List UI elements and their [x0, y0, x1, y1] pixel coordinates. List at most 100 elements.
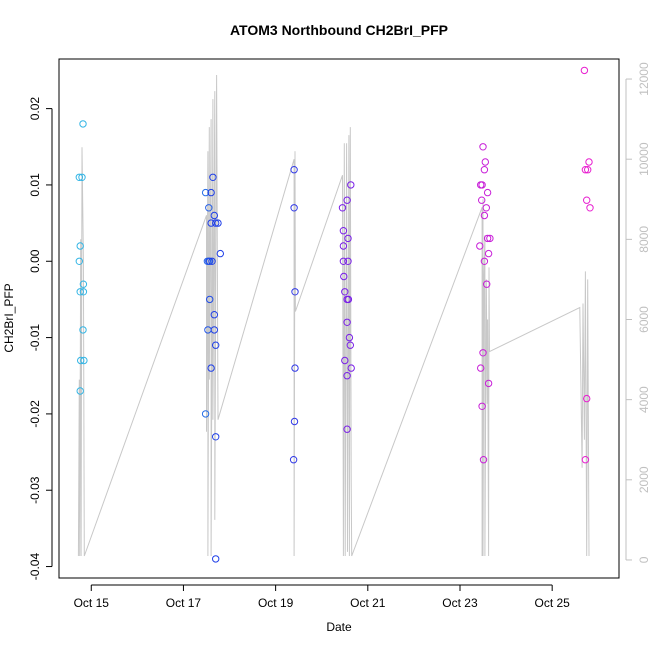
data-point: [347, 364, 355, 372]
data-point: [343, 196, 351, 204]
y2-tick-label: 10000: [637, 142, 650, 176]
y-tick-label: -0.04: [28, 553, 42, 581]
y2-tick-label: 12000: [637, 62, 650, 96]
data-point: [480, 257, 489, 265]
data-point: [206, 257, 214, 265]
y2-tick-label: 4000: [637, 386, 650, 413]
data-point: [79, 120, 87, 128]
data-point: [483, 280, 491, 288]
data-points-layer: [75, 66, 594, 563]
y2-tick-label: 2000: [637, 466, 650, 493]
data-point: [80, 356, 88, 365]
data-point: [289, 456, 298, 464]
x-axis: Oct 15 Oct 17 Oct 19 Oct 21 Oct 23 Oct 25: [74, 584, 570, 610]
data-point: [208, 257, 216, 265]
data-point: [79, 280, 88, 288]
data-point: [343, 425, 351, 433]
data-point: [76, 387, 84, 395]
data-point: [346, 341, 354, 349]
data-point: [75, 257, 84, 265]
data-point: [478, 402, 486, 410]
data-point: [212, 341, 220, 349]
x-axis-label: Date: [326, 620, 352, 634]
altitude-line-layer: [77, 74, 590, 557]
data-point: [201, 410, 210, 418]
data-point: [482, 204, 490, 212]
data-point: [483, 234, 492, 243]
data-point: [77, 356, 85, 365]
y-tick-label: 0.02: [28, 97, 42, 121]
data-point: [344, 257, 352, 265]
data-point: [347, 181, 355, 189]
data-point: [206, 295, 214, 304]
data-point: [484, 249, 493, 258]
data-point: [479, 349, 487, 357]
x-tick-label: Oct 21: [350, 596, 386, 610]
data-point: [76, 288, 84, 296]
data-point: [478, 196, 486, 204]
x-tick-label: Oct 25: [534, 596, 570, 610]
data-point: [210, 211, 219, 220]
data-point: [477, 364, 485, 372]
data-point: [339, 227, 348, 235]
data-point: [290, 417, 299, 426]
y-tick-label: 0.00: [28, 249, 42, 273]
data-point: [580, 66, 589, 75]
data-point: [201, 188, 210, 197]
y2-tick-label: 0: [637, 556, 650, 563]
data-point: [214, 219, 222, 227]
data-point: [339, 257, 348, 265]
data-point: [581, 166, 590, 174]
data-point: [483, 188, 492, 197]
data-point: [585, 158, 593, 166]
y2-tick-label: 8000: [637, 226, 650, 253]
data-point: [207, 364, 215, 372]
y-axis-label: CH2BrI_PFP: [2, 283, 16, 352]
data-point: [480, 166, 489, 174]
data-point: [205, 204, 213, 212]
data-point: [484, 379, 493, 388]
data-point: [480, 211, 489, 220]
plot-frame: [58, 58, 620, 579]
data-point: [583, 394, 591, 403]
data-point: [210, 311, 219, 319]
data-point: [584, 166, 592, 174]
data-point: [79, 288, 88, 296]
data-point: [476, 242, 484, 250]
data-point: [79, 326, 87, 334]
data-point: [343, 372, 351, 380]
data-point: [210, 326, 219, 334]
x-tick-label: Oct 15: [74, 596, 110, 610]
y-tick-label: -0.01: [28, 324, 42, 352]
data-point: [586, 204, 594, 212]
data-point: [78, 173, 86, 182]
data-point: [486, 234, 494, 243]
altitude-series-line: [77, 74, 590, 557]
data-point: [216, 249, 225, 258]
data-point: [479, 456, 488, 464]
y-tick-label: 0.01: [28, 173, 42, 197]
data-point: [344, 234, 352, 243]
data-point: [479, 143, 487, 151]
data-point: [212, 219, 220, 227]
data-point: [581, 456, 590, 464]
y-tick-label: -0.02: [28, 400, 42, 428]
chart-title: ATOM3 Northbound CH2BrI_PFP: [230, 22, 448, 38]
data-point: [345, 333, 354, 342]
data-point: [344, 295, 353, 304]
data-point: [341, 288, 349, 296]
data-point: [290, 204, 298, 212]
data-point: [583, 196, 591, 204]
data-point: [338, 204, 347, 212]
data-point: [207, 188, 215, 197]
data-point: [75, 173, 84, 182]
data-point: [343, 318, 351, 326]
x-tick-label: Oct 23: [442, 596, 478, 610]
data-point: [291, 364, 299, 372]
data-point: [481, 158, 489, 166]
data-point: [341, 356, 349, 365]
data-point: [340, 272, 348, 281]
data-point: [76, 242, 84, 250]
y-tick-label: -0.03: [28, 476, 42, 504]
